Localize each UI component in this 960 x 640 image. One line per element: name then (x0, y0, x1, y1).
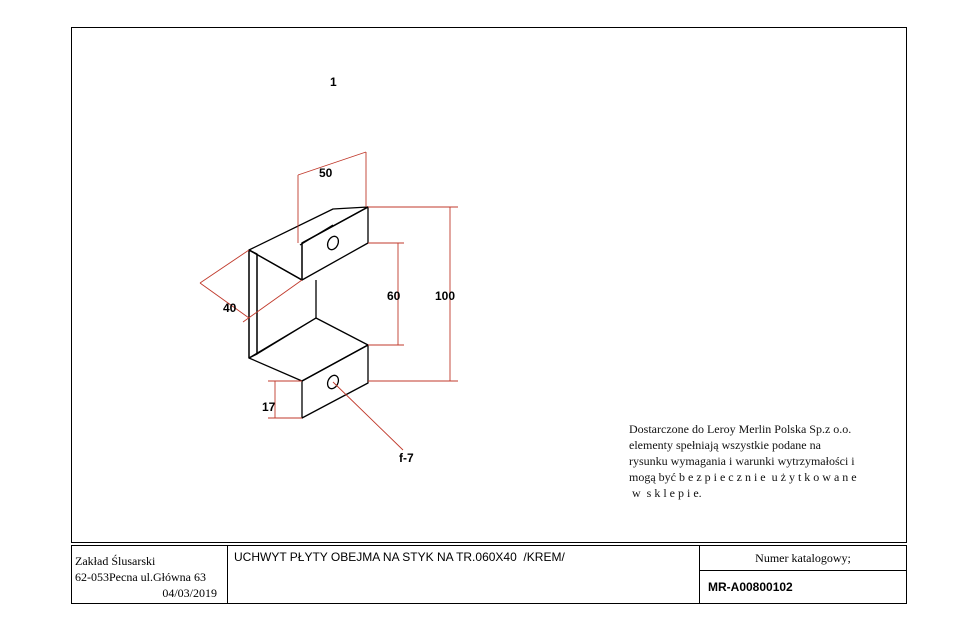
hole-label: f-7 (399, 451, 414, 465)
part-description: UCHWYT PŁYTY OBEJMA NA STYK NA TR.060X40… (234, 550, 565, 564)
back-plate (248, 249, 258, 359)
drawing-date: 04/03/2019 (162, 586, 217, 600)
notes-line: w s k l e p i e. (629, 486, 702, 500)
dimension-lines (199, 151, 458, 451)
notes-line: Dostarczone do Leroy Merlin Polska Sp.z … (629, 422, 852, 436)
bottom-hole (326, 374, 340, 390)
notes-line: mogą być b e z p i e c z n i e u ż y t k… (629, 470, 857, 484)
notes-line: rysunku wymagania i warunki wytrzymałośc… (629, 454, 855, 468)
notes-line: elementy spełniają wszystkie podane na (629, 438, 821, 452)
top-hole (326, 235, 340, 251)
top-flange-front (301, 206, 369, 281)
dimension-inner-height-label: 60 (387, 289, 401, 303)
drawing-frame (71, 27, 907, 543)
view-number: 1 (330, 75, 337, 89)
company-address: 62-053Pecna ul.Główna 63 (75, 570, 206, 584)
catalog-number: MR-A00800102 (708, 580, 793, 594)
dimension-depth-label: 40 (223, 301, 237, 315)
top-plate (248, 206, 369, 281)
bracket-outline (248, 206, 369, 419)
title-block-company-cell: Zakład Ślusarski 62-053Pecna ul.Główna 6… (71, 545, 228, 604)
bottom-flange-front (301, 344, 369, 419)
catalog-label: Numer katalogowy; (755, 551, 851, 565)
title-block-description-cell: UCHWYT PŁYTY OBEJMA NA STYK NA TR.060X40… (227, 545, 700, 604)
title-block-catalog-label-cell: Numer katalogowy; (699, 545, 907, 571)
supplier-notes: Dostarczone do Leroy Merlin Polska Sp.z … (629, 421, 909, 501)
dimension-width-label: 50 (319, 166, 333, 180)
dimension-total-height-label: 100 (435, 289, 456, 303)
bottom-plate (248, 317, 369, 382)
company-name: Zakład Ślusarski (75, 554, 156, 568)
dimension-flange-label: 17 (262, 400, 276, 414)
title-block-catalog-number-cell: MR-A00800102 (699, 570, 907, 604)
